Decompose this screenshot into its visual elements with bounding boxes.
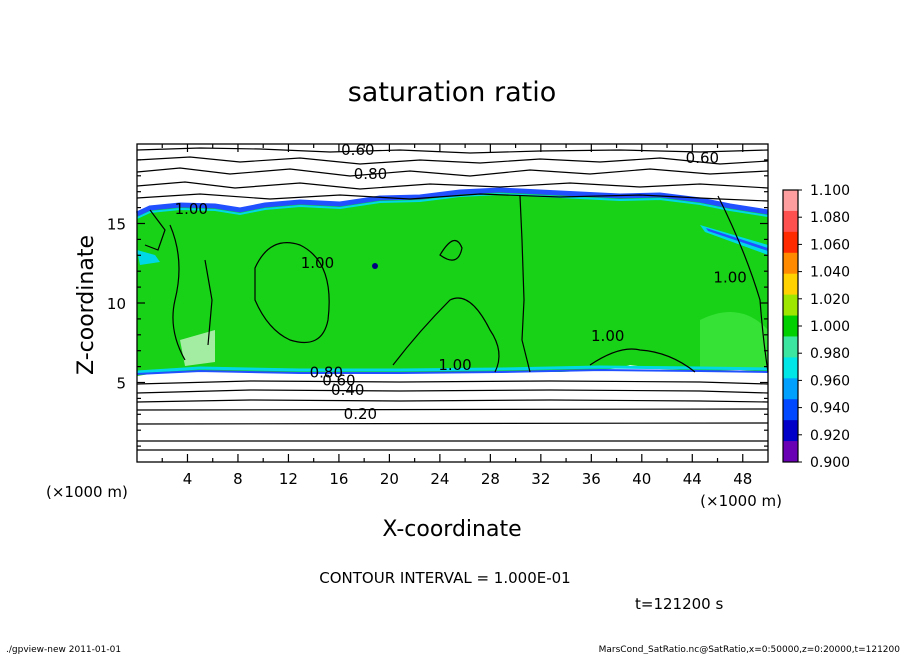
axis-ticks xyxy=(137,144,768,462)
contour-lines xyxy=(136,147,769,451)
contour-label-6: 1.00 xyxy=(591,327,624,345)
colorbar-swatch-10 xyxy=(783,399,798,421)
field-top-edge xyxy=(135,187,769,217)
colorbar xyxy=(782,189,802,463)
x-tick-label-8: 36 xyxy=(582,470,601,488)
contour-line-5 xyxy=(136,380,769,385)
colorbar-label-8: 0.940 xyxy=(810,401,850,417)
contour-line-14 xyxy=(519,195,531,373)
contour-line-13 xyxy=(392,297,500,373)
field-spot xyxy=(372,263,378,269)
contour-label-8: 0.80 xyxy=(310,364,343,382)
x-tick-label-5: 24 xyxy=(430,470,449,488)
colorbar-swatch-4 xyxy=(783,273,798,296)
contour-line-7 xyxy=(136,399,769,403)
colorbar-label-10: 0.900 xyxy=(810,455,850,471)
y-tick-labels: 5 10 15 xyxy=(107,216,126,393)
contour-line-20 xyxy=(144,209,166,251)
chart-title: saturation ratio xyxy=(348,77,557,108)
contour-label-3: 1.00 xyxy=(175,200,208,218)
contour-line-6 xyxy=(136,389,769,394)
x-tick-label-4: 20 xyxy=(380,470,399,488)
contour-line-0 xyxy=(136,147,769,154)
contour-line-2 xyxy=(136,167,769,177)
colorbar-label-3: 1.040 xyxy=(810,265,850,281)
colorbar-swatch-8 xyxy=(783,357,798,379)
colorbar-swatch-0 xyxy=(783,190,798,212)
colorbar-swatch-7 xyxy=(783,336,798,358)
contour-label-11: 0.20 xyxy=(344,405,377,423)
field-bottom-edge xyxy=(136,365,769,374)
colorbar-swatch-5 xyxy=(783,294,798,317)
contour-interval: CONTOUR INTERVAL = 1.000E-01 xyxy=(319,569,570,587)
x-tick-label-3: 16 xyxy=(329,470,348,488)
contour-line-12 xyxy=(254,242,330,344)
contour-label-10: 0.40 xyxy=(331,381,364,399)
colorbar-label-0: 1.100 xyxy=(810,183,850,199)
saturation-field xyxy=(135,187,769,376)
x-tick-label-9: 40 xyxy=(632,470,651,488)
plot-area: 0.60 0.600.801.001.001.001.001.000.800.60… xyxy=(135,141,769,463)
contour-line-15 xyxy=(589,348,696,373)
colorbar-label-6: 0.980 xyxy=(810,346,850,362)
x-tick-label-11: 48 xyxy=(733,470,752,488)
colorbar-swatch-6 xyxy=(783,315,798,337)
contour-label-4: 1.00 xyxy=(301,254,334,272)
contour-line-18 xyxy=(169,224,186,361)
contour-line-1 xyxy=(136,156,769,165)
contour-label-5: 1.00 xyxy=(713,268,746,286)
y-tick-label-2: 15 xyxy=(107,216,126,234)
x-tick-label-10: 44 xyxy=(683,470,702,488)
x-axis-label: X-coordinate xyxy=(382,517,521,542)
colorbar-swatch-3 xyxy=(783,252,798,275)
contour-labels: 0.60 0.600.801.001.001.001.001.000.800.60… xyxy=(175,141,747,423)
colorbar-label-1: 1.080 xyxy=(810,210,850,226)
colorbar-labels: 1.100 1.080 1.060 1.040 1.020 1.000 0.980 0.960… xyxy=(810,183,850,471)
colorbar-swatch-9 xyxy=(783,378,798,400)
x-tick-label-6: 28 xyxy=(481,470,500,488)
y-tick-label-1: 10 xyxy=(107,295,126,313)
colorbar-label-2: 1.060 xyxy=(810,237,850,253)
colorbar-swatch-1 xyxy=(783,210,798,233)
contour-line-17 xyxy=(439,239,463,261)
colorbar-label-5: 1.000 xyxy=(810,319,850,335)
x-tick-labels: 4 8 12 16 20 24 28 32 36 40 44 48 xyxy=(183,470,753,488)
colorbar-label-4: 1.020 xyxy=(810,292,850,308)
colorbar-swatch-11 xyxy=(783,420,798,442)
contour-line-3 xyxy=(136,181,769,190)
x-unit-label: (×1000 m) xyxy=(700,492,782,510)
x-tick-label-0: 4 xyxy=(183,470,193,488)
field-bottom-edge-blue xyxy=(136,368,769,375)
contour-label-2: 0.80 xyxy=(354,165,387,183)
field-left-patch xyxy=(137,250,160,265)
y-unit-label: (×1000 m) xyxy=(46,483,128,501)
contour-line-19 xyxy=(204,259,213,346)
contour-line-16 xyxy=(717,195,769,373)
footer-left: ./gpview-new 2011-01-01 xyxy=(6,645,121,654)
x-tick-label-2: 12 xyxy=(279,470,298,488)
contour-label-1: 0.60 xyxy=(686,149,719,167)
contour-label-9: 0.60 xyxy=(322,372,355,390)
field-region-light xyxy=(700,312,768,368)
x-tick-label-1: 8 xyxy=(233,470,243,488)
footer-right: MarsCond_SatRatio.nc@SatRatio,x=0:50000,… xyxy=(599,645,901,654)
contour-label-0: 0.60 xyxy=(341,141,374,159)
contour-line-8 xyxy=(136,408,769,411)
colorbar-swatch-12 xyxy=(783,441,798,463)
y-tick-label-0: 5 xyxy=(116,375,126,393)
field-region xyxy=(137,190,768,376)
x-tick-label-7: 32 xyxy=(531,470,550,488)
time-label: t=121200 s xyxy=(635,595,723,613)
field-white-patch xyxy=(180,330,215,366)
contour-label-7: 1.00 xyxy=(438,356,471,374)
field-right-patch-blue xyxy=(706,228,768,251)
colorbar-label-7: 0.960 xyxy=(810,373,850,389)
colorbar-label-9: 0.920 xyxy=(810,428,850,444)
colorbar-swatch-2 xyxy=(783,231,798,254)
contour-line-4 xyxy=(136,193,769,202)
contour-line-9 xyxy=(136,422,769,425)
y-axis-label: Z-coordinate xyxy=(74,235,99,375)
field-top-edge-cyan xyxy=(136,192,769,219)
